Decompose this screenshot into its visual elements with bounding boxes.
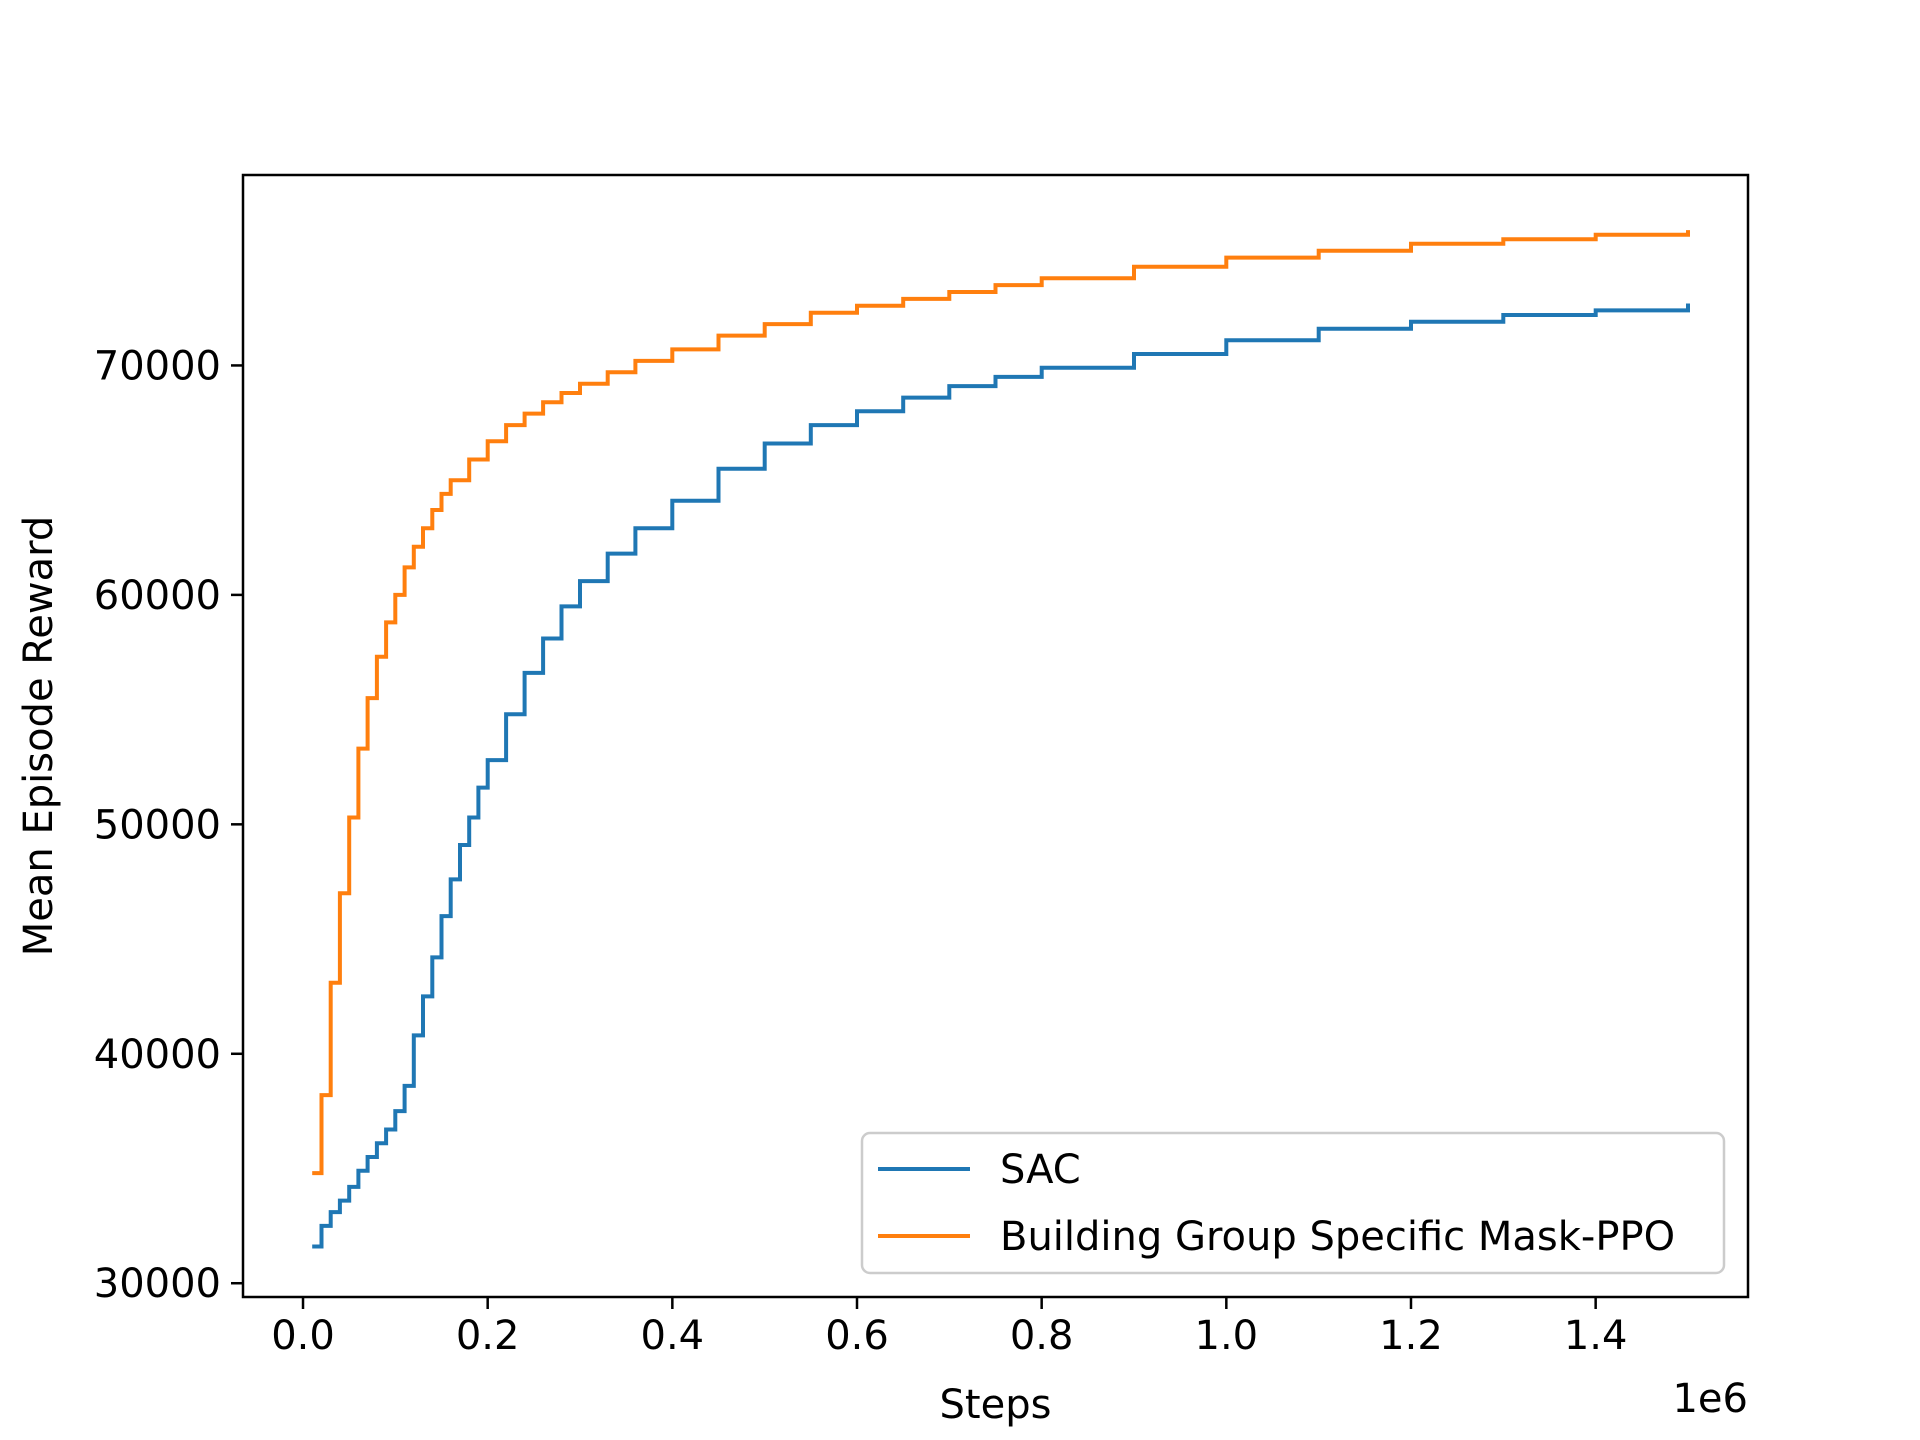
x-tick-label: 1.2	[1379, 1313, 1443, 1359]
y-tick-label: 70000	[94, 343, 221, 389]
y-axis-ticks: 30000 40000 50000 60000 70000	[94, 343, 243, 1307]
x-axis-label: Steps	[940, 1382, 1052, 1428]
x-tick-label: 0.2	[456, 1313, 520, 1359]
y-tick-label: 50000	[94, 802, 221, 848]
y-tick-label: 40000	[94, 1032, 221, 1078]
x-tick-label: 0.0	[271, 1313, 335, 1359]
plot-frame	[241, 173, 1750, 1299]
y-tick-label: 60000	[94, 573, 221, 619]
x-tick-label: 1.4	[1564, 1313, 1628, 1359]
y-tick-label: 30000	[94, 1261, 221, 1307]
x-tick-label: 0.4	[641, 1313, 705, 1359]
legend-entries: SAC Building Group Specific Mask-PPO	[878, 1147, 1675, 1260]
legend-label: Building Group Specific Mask-PPO	[1000, 1214, 1675, 1260]
x-tick-label: 0.6	[825, 1313, 889, 1359]
legend-label: SAC	[1000, 1147, 1081, 1193]
x-tick-label: 1.0	[1195, 1313, 1259, 1359]
legend-box	[860, 1131, 1726, 1275]
series-lines	[312, 230, 1690, 1249]
x-axis-ticks: 0.0 0.2 0.4 0.6 0.8 1.0 1.2 1.4	[271, 1297, 1627, 1359]
x-axis-offset-label: 1e6	[1672, 1376, 1748, 1422]
x-tick-label: 0.8	[1010, 1313, 1074, 1359]
y-axis-label: Mean Episode Reward	[16, 516, 62, 956]
series-line-2	[312, 230, 1690, 1176]
series-line-1	[312, 303, 1690, 1249]
legend: SAC Building Group Specific Mask-PPO	[860, 1131, 1726, 1275]
